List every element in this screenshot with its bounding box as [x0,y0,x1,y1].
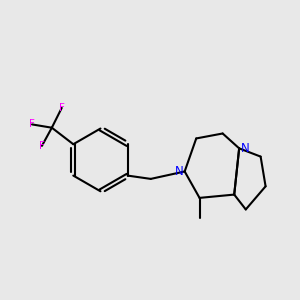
Text: F: F [39,141,45,151]
Text: N: N [175,165,183,178]
Text: F: F [59,103,65,113]
Text: N: N [240,142,249,155]
Text: F: F [29,119,35,129]
